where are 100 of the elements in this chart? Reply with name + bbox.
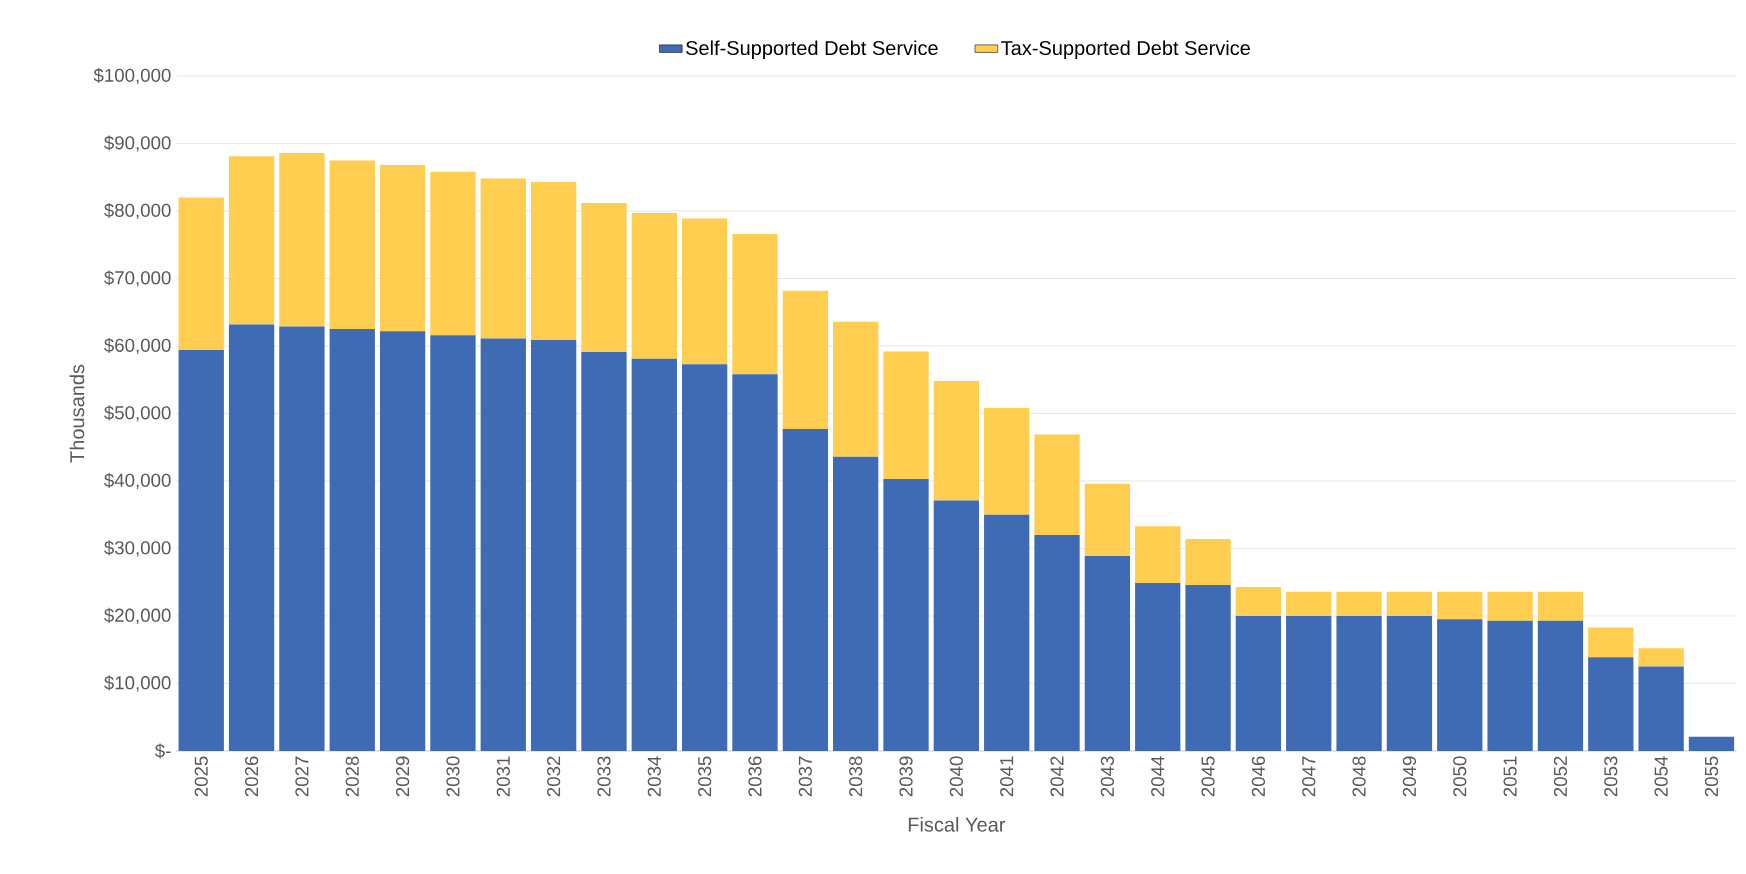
y-tick-label: $- <box>154 743 171 759</box>
y-tick-label: $10,000 <box>104 675 171 692</box>
bar <box>1588 657 1634 752</box>
legend-label: Tax-Supported Debt Service <box>1001 40 1250 60</box>
bar <box>1185 585 1231 752</box>
bar <box>933 381 980 501</box>
y-tick-label: $30,000 <box>104 540 171 557</box>
x-tick-label: 2051 <box>1503 756 1517 797</box>
bar <box>480 178 526 339</box>
bar <box>329 329 375 752</box>
bar <box>1336 616 1382 752</box>
x-tick-label: 2038 <box>849 756 863 797</box>
bar <box>430 172 476 336</box>
bar <box>178 350 224 752</box>
bar <box>228 324 275 752</box>
bar <box>530 340 577 752</box>
bar <box>1135 526 1181 584</box>
bar <box>1084 483 1131 557</box>
bar <box>1286 591 1332 617</box>
bar <box>1336 591 1382 617</box>
bar <box>581 203 627 353</box>
x-tick-label: 2054 <box>1654 756 1668 797</box>
x-tick-label: 2042 <box>1050 756 1064 797</box>
bar <box>1135 583 1181 752</box>
bar <box>530 182 577 341</box>
bar <box>682 218 728 365</box>
bar <box>1638 648 1684 667</box>
bar <box>732 234 778 375</box>
bar <box>1638 666 1684 752</box>
bar <box>883 351 929 480</box>
legend-label: Self-Supported Debt Service <box>686 40 938 60</box>
x-tick-label: 2036 <box>748 756 762 797</box>
x-tick-label: 2029 <box>395 756 410 797</box>
bar <box>1537 591 1584 621</box>
y-tick-label: $60,000 <box>104 338 171 355</box>
bar <box>1235 587 1282 617</box>
bar <box>1084 556 1131 752</box>
x-tick-label: 2043 <box>1100 756 1114 797</box>
bar <box>833 456 879 752</box>
y-tick-label: $40,000 <box>104 473 171 490</box>
bar <box>1688 736 1735 752</box>
x-tick-label: 2032 <box>547 756 561 797</box>
x-tick-label: 2040 <box>949 756 963 797</box>
x-tick-label: 2039 <box>899 756 913 797</box>
bar <box>1588 627 1634 658</box>
y-axis-title: Thousands <box>69 364 85 463</box>
y-tick-label: $80,000 <box>104 203 171 220</box>
x-tick-label: 2028 <box>345 756 359 797</box>
x-tick-label: 2031 <box>496 756 510 797</box>
y-tick-label: $70,000 <box>104 270 171 287</box>
bar <box>782 429 828 752</box>
x-tick-label: 2025 <box>194 756 208 797</box>
x-tick-label: 2030 <box>446 756 460 797</box>
bar <box>1437 591 1483 620</box>
x-tick-label: 2041 <box>1000 756 1014 797</box>
x-tick-label: 2034 <box>647 756 661 797</box>
x-axis-title: Fiscal Year <box>908 817 1006 832</box>
bar <box>833 321 879 457</box>
bar <box>1185 539 1231 586</box>
bar <box>480 338 526 752</box>
bar <box>379 165 426 332</box>
bar <box>1034 535 1080 752</box>
x-tick-label: 2037 <box>798 756 812 797</box>
bar <box>228 156 275 325</box>
bar <box>883 479 929 752</box>
x-tick-label: 2048 <box>1352 756 1366 797</box>
bar <box>379 331 426 752</box>
bar <box>933 500 980 752</box>
x-tick-label: 2026 <box>244 756 259 797</box>
bar <box>279 326 325 752</box>
x-tick-label: 2045 <box>1201 756 1215 797</box>
bar <box>1437 619 1483 752</box>
bar <box>631 213 677 359</box>
y-tick-label: $50,000 <box>104 405 171 422</box>
bar <box>1386 616 1433 752</box>
bar <box>1034 434 1080 536</box>
x-tick-label: 2052 <box>1553 756 1568 797</box>
y-tick-label: $90,000 <box>104 135 171 152</box>
bar <box>279 153 325 327</box>
bar <box>732 374 778 752</box>
bar <box>178 197 224 351</box>
x-tick-label: 2046 <box>1251 756 1266 797</box>
x-tick-label: 2055 <box>1704 756 1719 797</box>
bar <box>329 160 375 330</box>
bar <box>682 364 728 752</box>
x-tick-label: 2044 <box>1151 756 1165 797</box>
bar <box>782 290 828 430</box>
x-tick-label: 2049 <box>1402 756 1417 797</box>
bar <box>1286 616 1332 752</box>
bar <box>1386 591 1433 617</box>
y-tick-label: $20,000 <box>104 608 171 625</box>
y-tick-label: $100,000 <box>93 68 171 85</box>
x-tick-label: 2027 <box>295 756 309 797</box>
x-tick-label: 2033 <box>597 756 611 797</box>
x-tick-label: 2047 <box>1302 756 1316 797</box>
bar <box>984 408 1030 515</box>
x-tick-label: 2035 <box>698 756 712 797</box>
bar <box>581 352 627 752</box>
bar <box>984 514 1030 752</box>
x-tick-label: 2050 <box>1453 756 1467 797</box>
